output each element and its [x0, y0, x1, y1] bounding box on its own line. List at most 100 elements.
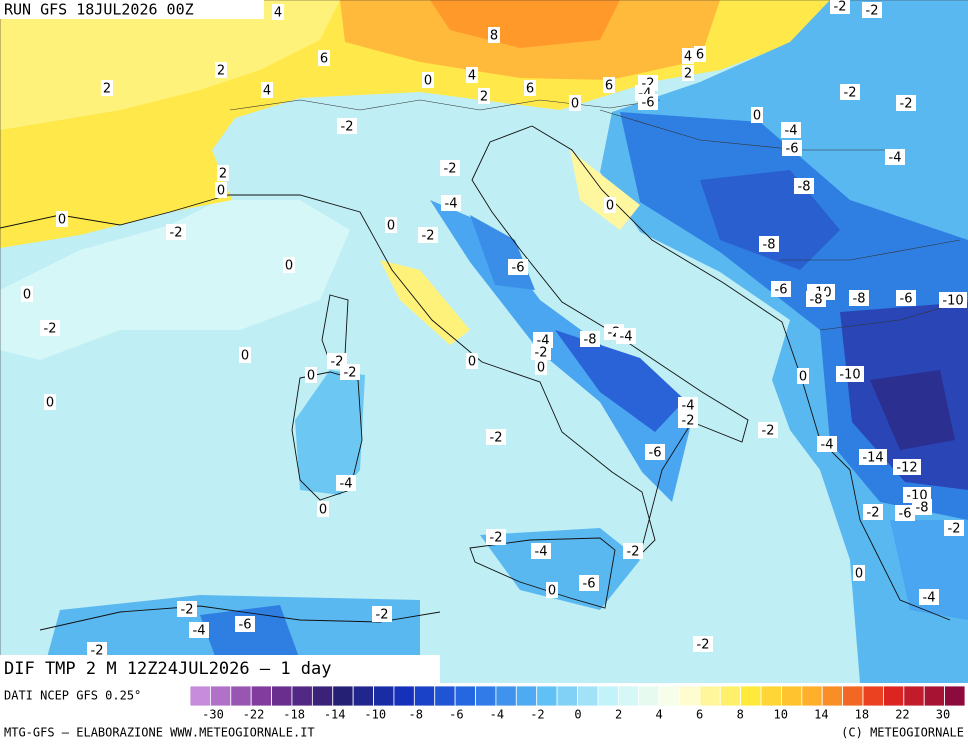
contour-label-bg — [418, 227, 438, 243]
colorbar-swatch — [679, 685, 701, 707]
footer-right: (C) METEOGIORNALE — [841, 726, 964, 740]
colorbar-tick-label: 6 — [696, 708, 703, 722]
contour-label-bg — [305, 367, 317, 383]
contour-label: 0 — [387, 219, 395, 234]
contour-label: -6 — [899, 507, 912, 522]
contour-label-bg — [604, 197, 616, 213]
contour-label-bg — [694, 46, 706, 62]
contour-label-bg — [340, 364, 360, 380]
contour-label: -2 — [91, 644, 104, 659]
field-greece-south — [890, 520, 968, 620]
colorbar-swatch — [842, 685, 864, 707]
contour-label: 0 — [537, 361, 545, 376]
contour-label: 2 — [103, 82, 111, 97]
contour-label: -2 — [44, 322, 57, 337]
contour-label: -6 — [786, 142, 799, 157]
contour-label: 0 — [855, 567, 863, 582]
contour-label: 0 — [424, 74, 432, 89]
contour-label-bg — [623, 543, 643, 559]
contour-label: -4 — [923, 591, 936, 606]
contour-label-bg — [508, 259, 528, 275]
contour-label: -2 — [867, 506, 880, 521]
contour-label: 4 — [468, 69, 476, 84]
contour-label-bg — [239, 347, 251, 363]
contour-label: -2 — [834, 0, 847, 15]
colorbar-swatch — [475, 685, 497, 707]
colorbar-swatch — [393, 685, 415, 707]
contour-label: -6 — [649, 446, 662, 461]
coastline-france — [0, 194, 229, 229]
colorbar-swatch — [944, 685, 966, 707]
contour-label-bg — [817, 436, 837, 452]
coastline-sicily — [469, 537, 616, 609]
contour-label: -8 — [810, 293, 823, 308]
contour-label-bg — [782, 140, 802, 156]
colorbar-swatch — [821, 685, 844, 707]
contour-label: -2 — [627, 545, 640, 560]
contour-label: -2 — [697, 638, 710, 653]
contour-label-bg — [56, 211, 68, 227]
contour-label: -4 — [445, 197, 458, 212]
contour-label: -8 — [798, 180, 811, 195]
colorbar-swatch — [189, 685, 211, 707]
field-africa-cold — [200, 605, 300, 670]
contour-label-bg — [177, 601, 197, 617]
contour-label-bg — [682, 48, 694, 64]
footer-left: MTG-GFS – ELABORAZIONE WWW.METEOGIORNALE… — [4, 726, 315, 740]
contour-label-bg — [939, 292, 967, 308]
contour-label: -2 — [762, 424, 775, 439]
contour-label-bg — [40, 320, 60, 336]
contour-label: -2 — [376, 608, 389, 623]
colorbar-tick-label: 18 — [855, 708, 869, 722]
contour-label-bg — [101, 80, 113, 96]
contour-label: 0 — [241, 349, 249, 364]
contour-label-bg — [21, 286, 33, 302]
colorbar-swatch — [291, 685, 313, 707]
run-title: RUN GFS 18JUL2026 00Z — [4, 1, 194, 19]
colorbar-swatch — [638, 685, 660, 707]
contour-label: -4 — [682, 399, 695, 414]
contour-label: -2 — [948, 522, 961, 537]
contour-label: -4 — [821, 438, 834, 453]
contour-label: -2 — [170, 226, 183, 241]
contour-label-bg — [535, 359, 547, 375]
colorbar-swatch — [332, 685, 354, 707]
colorbar-swatch — [597, 685, 619, 707]
contour-label: -2 — [900, 97, 913, 112]
field-extreme — [870, 370, 955, 450]
contour-label: 4 — [263, 84, 271, 99]
contour-label-bg — [466, 353, 478, 369]
contour-label-bg — [794, 178, 814, 194]
colorbar-swatch — [373, 685, 395, 707]
contour-label-bg — [693, 636, 713, 652]
colorbar-tick-label: -4 — [490, 708, 504, 722]
contour-label: -4 — [889, 151, 902, 166]
contour-label: 0 — [548, 584, 556, 599]
colorbar-tick-label: -8 — [409, 708, 423, 722]
contour-label: 0 — [799, 370, 807, 385]
colorbar-swatch — [454, 685, 476, 707]
contour-label-bg — [771, 281, 791, 297]
colorbar-swatch — [434, 685, 456, 707]
contour-label-bg — [862, 2, 882, 18]
contour-label: -6 — [512, 261, 525, 276]
colorbar-swatch — [719, 685, 742, 707]
contour-label-bg — [215, 182, 227, 198]
colorbar-tick-label: 2 — [615, 708, 622, 722]
contour-label-bg — [235, 616, 255, 632]
contour-label-bg — [797, 368, 809, 384]
contour-label-bg — [806, 291, 826, 307]
contour-label-bg — [441, 195, 461, 211]
contour-label-bg — [830, 0, 850, 14]
contour-label-bg — [440, 160, 460, 176]
contour-label-bg — [759, 236, 779, 252]
contour-label-bg — [758, 422, 778, 438]
contour-label-bg — [840, 84, 860, 100]
contour-label-bg — [215, 62, 227, 78]
contour-label-bg — [781, 122, 801, 138]
contour-label: -4 — [535, 545, 548, 560]
contour-label: -2 — [535, 346, 548, 361]
contour-label-bg — [638, 94, 658, 110]
contour-label-bg — [385, 217, 397, 233]
colorbar-swatch — [903, 685, 925, 707]
